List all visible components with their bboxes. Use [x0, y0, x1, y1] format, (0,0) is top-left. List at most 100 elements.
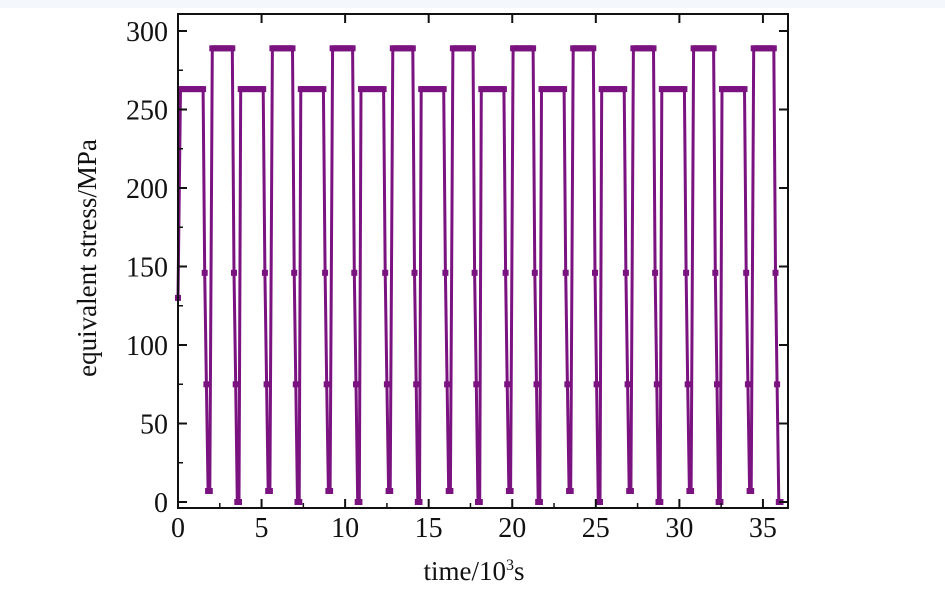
- data-point: [504, 381, 511, 388]
- x-axis-title-main: time/10: [423, 556, 506, 586]
- data-point: [409, 45, 416, 52]
- y-axis-title: equivalent stress/MPa: [72, 139, 102, 377]
- data-point: [470, 45, 476, 52]
- data-point: [229, 45, 236, 52]
- data-point: [476, 499, 483, 505]
- data-point: [231, 269, 237, 276]
- plot-frame: [177, 13, 789, 509]
- data-point: [232, 381, 239, 388]
- x-tick-label: 10: [331, 513, 359, 544]
- data-point: [684, 381, 691, 388]
- data-point: [567, 488, 574, 494]
- data-point: [356, 499, 363, 505]
- data-point: [500, 86, 507, 93]
- data-point: [744, 381, 751, 388]
- data-point: [296, 499, 303, 505]
- data-point: [353, 381, 359, 388]
- data-point: [413, 381, 420, 388]
- data-point: [327, 488, 334, 494]
- x-axis-title-unit: s: [514, 556, 525, 586]
- data-point: [416, 499, 423, 505]
- x-axis-title: time/103s: [423, 556, 524, 586]
- series-line: [176, 46, 781, 504]
- y-tick-label: 50: [140, 410, 168, 441]
- data-point: [236, 499, 242, 505]
- data-point: [653, 381, 660, 388]
- data-point: [266, 488, 273, 494]
- data-point: [622, 269, 629, 276]
- x-tick-label: 20: [498, 513, 526, 544]
- data-point: [292, 381, 299, 388]
- data-point: [531, 269, 538, 276]
- data-point: [387, 488, 394, 494]
- data-point: [203, 381, 210, 388]
- x-tick-label: 35: [749, 513, 777, 544]
- data-point: [650, 45, 657, 52]
- data-point: [260, 86, 267, 93]
- data-point: [289, 45, 296, 52]
- data-point: [471, 269, 478, 276]
- data-point: [590, 45, 597, 52]
- series-layer: [175, 45, 784, 505]
- data-point: [772, 269, 779, 276]
- data-point: [351, 269, 358, 276]
- data-point: [507, 488, 514, 494]
- data-point: [624, 381, 631, 388]
- x-tick-label: 0: [171, 513, 185, 544]
- data-point: [444, 381, 451, 388]
- data-point: [323, 381, 330, 388]
- data-point: [322, 269, 329, 276]
- data-point: [748, 488, 755, 494]
- y-tick-label: 200: [126, 174, 168, 205]
- data-point: [200, 86, 207, 93]
- data-point: [657, 499, 664, 505]
- data-point: [592, 269, 598, 276]
- data-point: [714, 381, 720, 388]
- data-point: [561, 86, 568, 93]
- data-point: [743, 269, 750, 276]
- x-tick-label: 15: [415, 513, 443, 544]
- y-tick-label: 250: [126, 96, 168, 127]
- data-point: [320, 86, 327, 93]
- y-tick-label: 300: [126, 17, 168, 48]
- data-point: [712, 269, 719, 276]
- data-point: [201, 269, 208, 276]
- data-point: [774, 381, 781, 388]
- data-point: [562, 269, 569, 276]
- data-point: [564, 381, 571, 388]
- data-point: [206, 488, 213, 494]
- y-tick-label: 0: [154, 488, 168, 519]
- data-point: [440, 86, 447, 93]
- data-point: [683, 269, 690, 276]
- data-point: [536, 499, 543, 505]
- data-point: [442, 269, 449, 276]
- data-point: [411, 269, 418, 276]
- y-tick-label: 100: [126, 331, 168, 362]
- data-point: [621, 86, 628, 93]
- x-tick-label: 5: [255, 513, 269, 544]
- data-point: [291, 269, 298, 276]
- data-point: [533, 381, 540, 388]
- data-point: [530, 45, 537, 52]
- tick-layer: 0 50 100 150 200 250 300 0 5 10 15 20 25 30 35: [126, 14, 788, 544]
- data-point: [652, 269, 659, 276]
- data-point: [681, 86, 688, 93]
- data-point: [627, 488, 634, 494]
- data-point: [741, 86, 748, 93]
- data-point: [593, 381, 600, 388]
- data-point: [502, 269, 509, 276]
- data-point: [263, 381, 270, 388]
- data-point: [688, 488, 695, 494]
- data-point: [710, 45, 717, 52]
- data-point: [597, 499, 603, 505]
- y-tick-label: 150: [126, 253, 168, 284]
- data-point: [770, 45, 777, 52]
- data-point: [717, 499, 724, 505]
- x-tick-label: 25: [582, 513, 610, 544]
- x-tick-label: 30: [665, 513, 693, 544]
- data-point: [383, 381, 390, 388]
- data-point: [380, 86, 387, 93]
- data-point: [447, 488, 454, 494]
- data-point: [349, 45, 356, 52]
